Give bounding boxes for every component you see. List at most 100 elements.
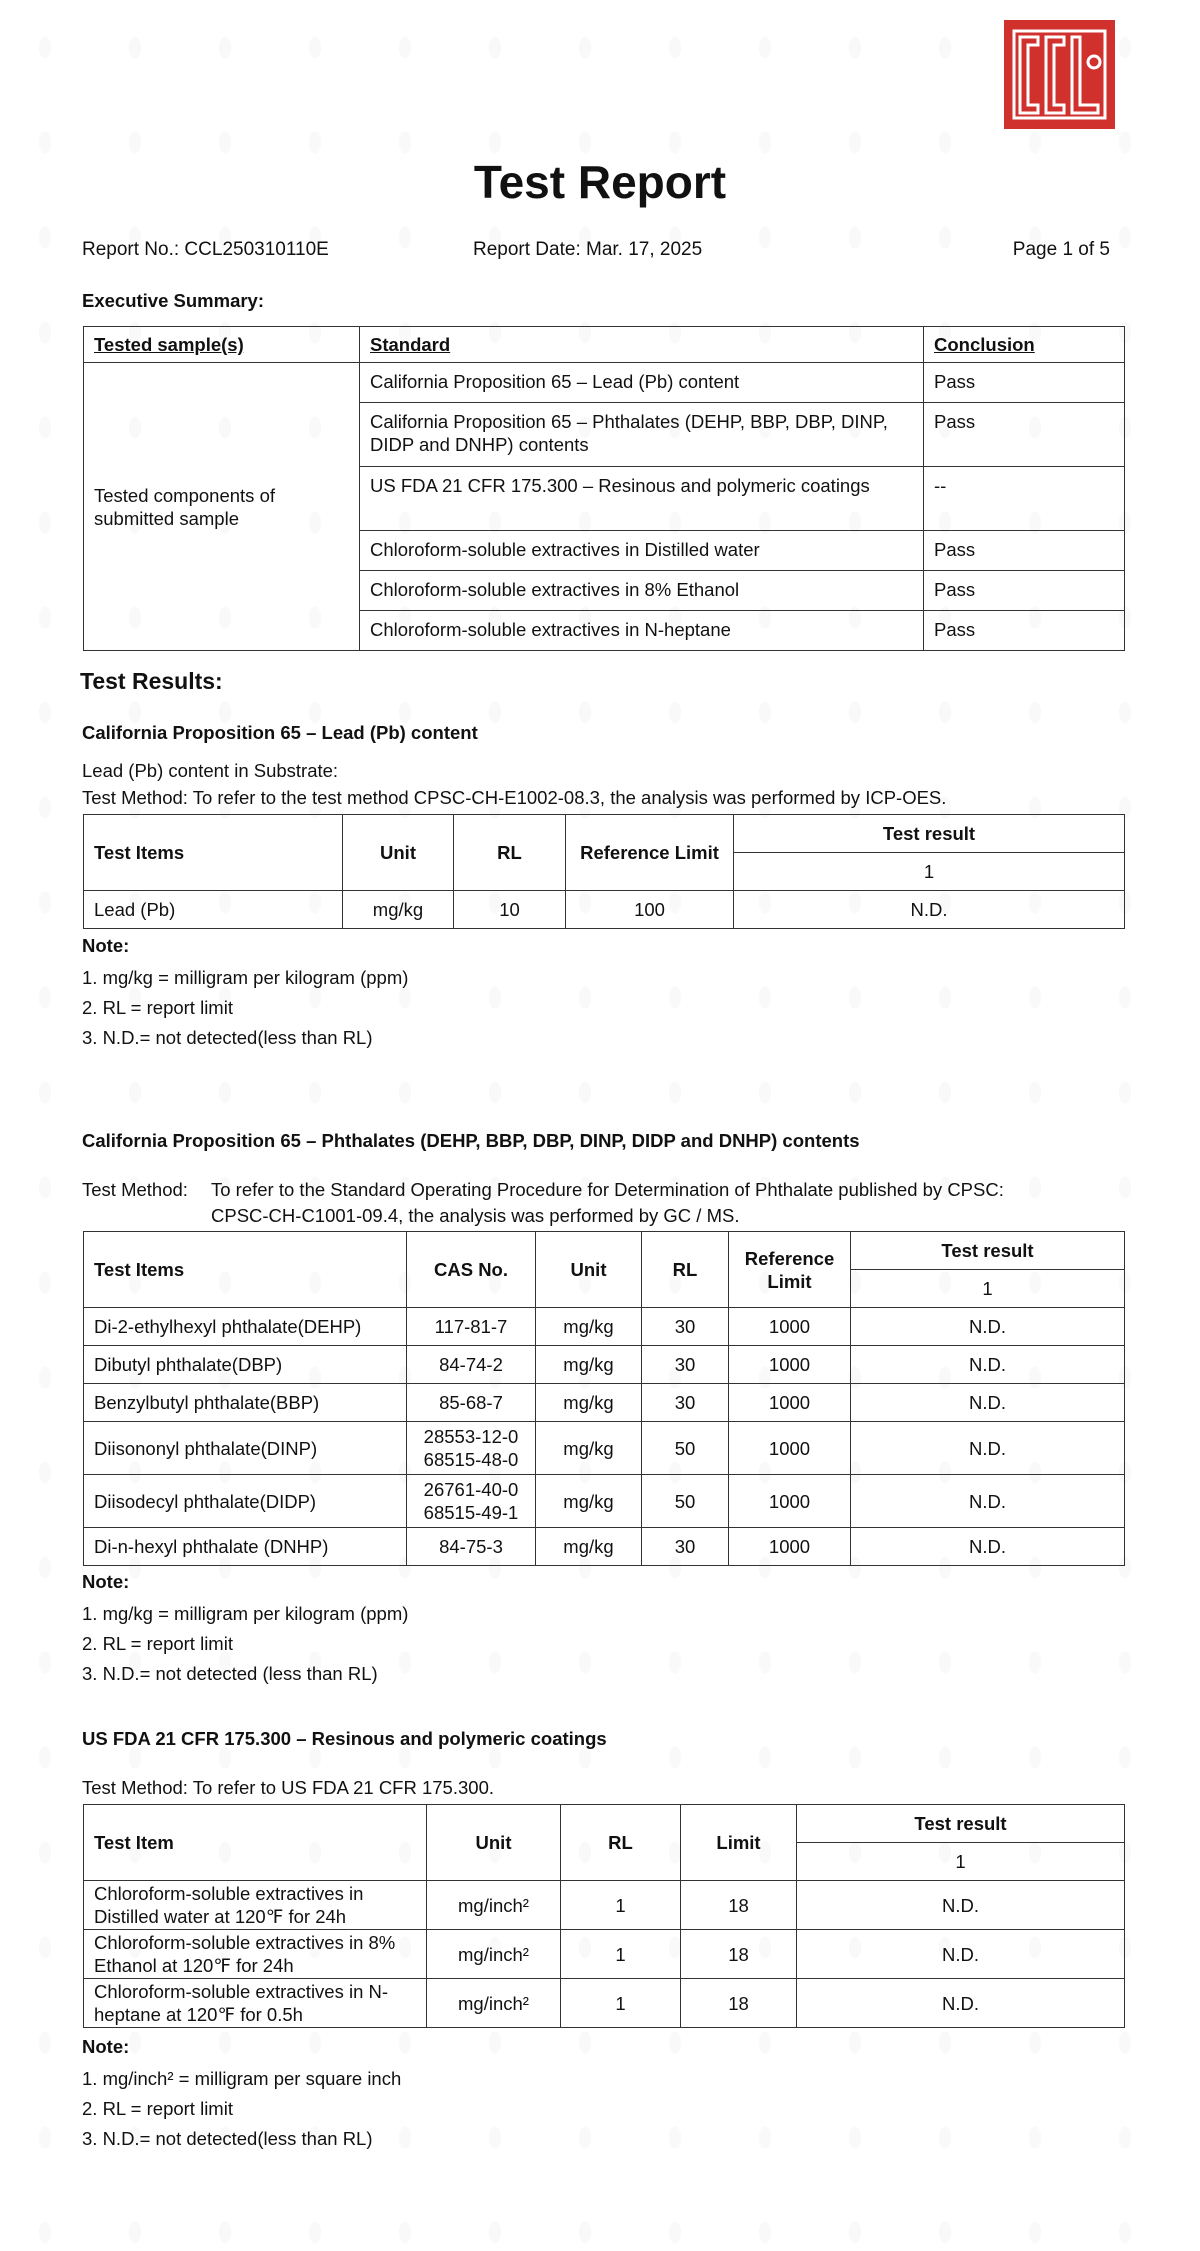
standard-cell: California Proposition 65 – Lead (Pb) co… [359, 362, 924, 403]
summary-column-header: Conclusion [923, 326, 1125, 363]
summary-row: Chloroform-soluble extractives in 8% Eth… [84, 570, 1125, 611]
note-item: 2. RL = report limit [82, 1633, 233, 1654]
table-row: Lead (Pb) mg/kg 10 100 N.D. [83, 890, 1125, 929]
summary-row: Chloroform-soluble extractives in Distil… [84, 530, 1125, 571]
standard-cell: Chloroform-soluble extractives in 8% Eth… [359, 570, 924, 611]
column-header-test-result: Test result [733, 814, 1125, 853]
table-cell: Chloroform-soluble extractives in 8% Eth… [83, 1929, 427, 1979]
table-row: Di-2-ethylhexyl phthalate(DEHP) 117-81-7 m… [83, 1307, 1125, 1346]
table-cell: 30 [641, 1383, 729, 1422]
note-item: 2. RL = report limit [82, 2098, 233, 2119]
table-cell: N.D. [850, 1527, 1125, 1566]
conclusion-cell: Pass [923, 530, 1125, 571]
table-row: Di-n-hexyl phthalate (DNHP) 84-75-3 mg/kg 3… [83, 1527, 1125, 1566]
table-cell: N.D. [796, 1978, 1125, 2028]
table-cell: mg/kg [535, 1383, 642, 1422]
table-row: Diisodecyl phthalate(DIDP) 26761-40-0 685… [83, 1474, 1125, 1528]
column-header: RL [560, 1804, 681, 1881]
column-header: Limit [680, 1804, 797, 1881]
table-row: Chloroform-soluble extractives in Distil… [83, 1880, 1125, 1930]
table-cell: 1000 [728, 1421, 851, 1475]
column-header: Reference Limit [565, 814, 734, 891]
tested-sample-cell: Tested components of submitted sample [83, 362, 360, 651]
summary-row: US FDA 21 CFR 175.300 – Resinous and pol… [84, 466, 1125, 531]
column-header: Test Items [83, 814, 343, 891]
column-header: CAS No. [406, 1231, 536, 1308]
note-label: Note: [82, 2036, 130, 2057]
note-item: 3. N.D.= not detected (less than RL) [82, 1663, 378, 1684]
table-cell: N.D. [850, 1345, 1125, 1384]
table-row: Benzylbutyl phthalate(BBP) 85-68-7 mg/kg 30… [83, 1383, 1125, 1422]
table-cell: 10 [453, 890, 566, 929]
fda-method: Test Method: To refer to US FDA 21 CFR 1… [82, 1777, 494, 1798]
lead-method: Test Method: To refer to the test method… [82, 787, 947, 808]
table-cell: mg/inch² [426, 1929, 561, 1979]
table-cell: 1 [560, 1929, 681, 1979]
lead-table: Test Items Unit RL Reference Limit Test resu… [83, 814, 1125, 929]
table-cell: N.D. [850, 1383, 1125, 1422]
ccl-logo [1004, 20, 1115, 129]
note-item: 3. N.D.= not detected(less than RL) [82, 1027, 373, 1048]
sample-number: 1 [733, 852, 1125, 891]
table-cell: Diisodecyl phthalate(DIDP) [83, 1474, 407, 1528]
column-header: Unit [426, 1804, 561, 1881]
summary-row: Chloroform-soluble extractives in N-hept… [84, 610, 1125, 651]
table-cell: Chloroform-soluble extractives in N-hept… [83, 1978, 427, 2028]
note-label: Note: [82, 935, 130, 956]
logo-icon [1012, 29, 1107, 120]
table-cell: mg/kg [535, 1421, 642, 1475]
header-row: Test Items Unit RL Reference Limit Test resu… [83, 814, 1125, 891]
column-header: RL [641, 1231, 729, 1308]
note-item: 3. N.D.= not detected(less than RL) [82, 2128, 373, 2149]
table-cell: mg/inch² [426, 1978, 561, 2028]
table-cell: 50 [641, 1421, 729, 1475]
table-cell: mg/kg [535, 1527, 642, 1566]
table-cell: 30 [641, 1345, 729, 1384]
lead-heading: California Proposition 65 – Lead (Pb) co… [82, 722, 478, 743]
fda-notes: Note: 1. mg/inch² = milligram per square … [82, 2036, 401, 2158]
table-row: Diisononyl phthalate(DINP) 28553-12-0 685… [83, 1421, 1125, 1475]
page-number: Page 1 of 5 [1012, 239, 1110, 260]
table-cell: 1 [560, 1978, 681, 2028]
table-cell: Di-n-hexyl phthalate (DNHP) [83, 1527, 407, 1566]
standard-cell: US FDA 21 CFR 175.300 – Resinous and pol… [359, 466, 924, 531]
header-subrow: 1 [84, 1842, 1125, 1881]
header-subrow: 1 [84, 852, 1125, 891]
conclusion-cell: Pass [923, 362, 1125, 403]
table-cell: mg/kg [535, 1307, 642, 1346]
table-cell: N.D. [850, 1474, 1125, 1528]
phthalates-method-line1: To refer to the Standard Operating Proce… [211, 1179, 1004, 1200]
table-row: Dibutyl phthalate(DBP) 84-74-2 mg/kg 30 1000… [83, 1345, 1125, 1384]
summary-header-row: Tested sample(s) Standard Conclusion [83, 326, 1125, 363]
page-title: Test Report [473, 156, 727, 208]
table-cell: 26761-40-0 68515-49-1 [406, 1474, 536, 1528]
table-cell: 30 [641, 1527, 729, 1566]
column-header: Reference Limit [728, 1231, 851, 1308]
note-item: 1. mg/kg = milligram per kilogram (ppm) [82, 967, 409, 988]
table-cell: 117-81-7 [406, 1307, 536, 1346]
note-label: Note: [82, 1571, 130, 1592]
conclusion-cell: -- [923, 466, 1125, 531]
table-cell: 1000 [728, 1474, 851, 1528]
standard-cell: Chloroform-soluble extractives in N-hept… [359, 610, 924, 651]
table-cell: Dibutyl phthalate(DBP) [83, 1345, 407, 1384]
column-header-test-result: Test result [850, 1231, 1125, 1270]
table-cell: Chloroform-soluble extractives in Distil… [83, 1880, 427, 1930]
table-cell: mg/kg [342, 890, 454, 929]
note-item: 2. RL = report limit [82, 997, 233, 1018]
table-cell: 1 [560, 1880, 681, 1930]
table-cell: 50 [641, 1474, 729, 1528]
table-cell: mg/kg [535, 1474, 642, 1528]
sample-number: 1 [796, 1842, 1125, 1881]
fda-table: Test Item Unit RL Limit Test result 1 Chlorofo… [83, 1804, 1125, 2028]
summary-heading: Executive Summary: [82, 290, 265, 311]
table-cell: N.D. [850, 1307, 1125, 1346]
table-cell: 1000 [728, 1345, 851, 1384]
note-item: 1. mg/kg = milligram per kilogram (ppm) [82, 1603, 409, 1624]
lead-notes: Note: 1. mg/kg = milligram per kilogram (… [82, 935, 408, 1057]
table-cell: 18 [680, 1978, 797, 2028]
column-header-test-result: Test result [796, 1804, 1125, 1843]
table-cell: 100 [565, 890, 734, 929]
table-cell: Lead (Pb) [83, 890, 343, 929]
header-subrow: 1 [84, 1269, 1125, 1308]
